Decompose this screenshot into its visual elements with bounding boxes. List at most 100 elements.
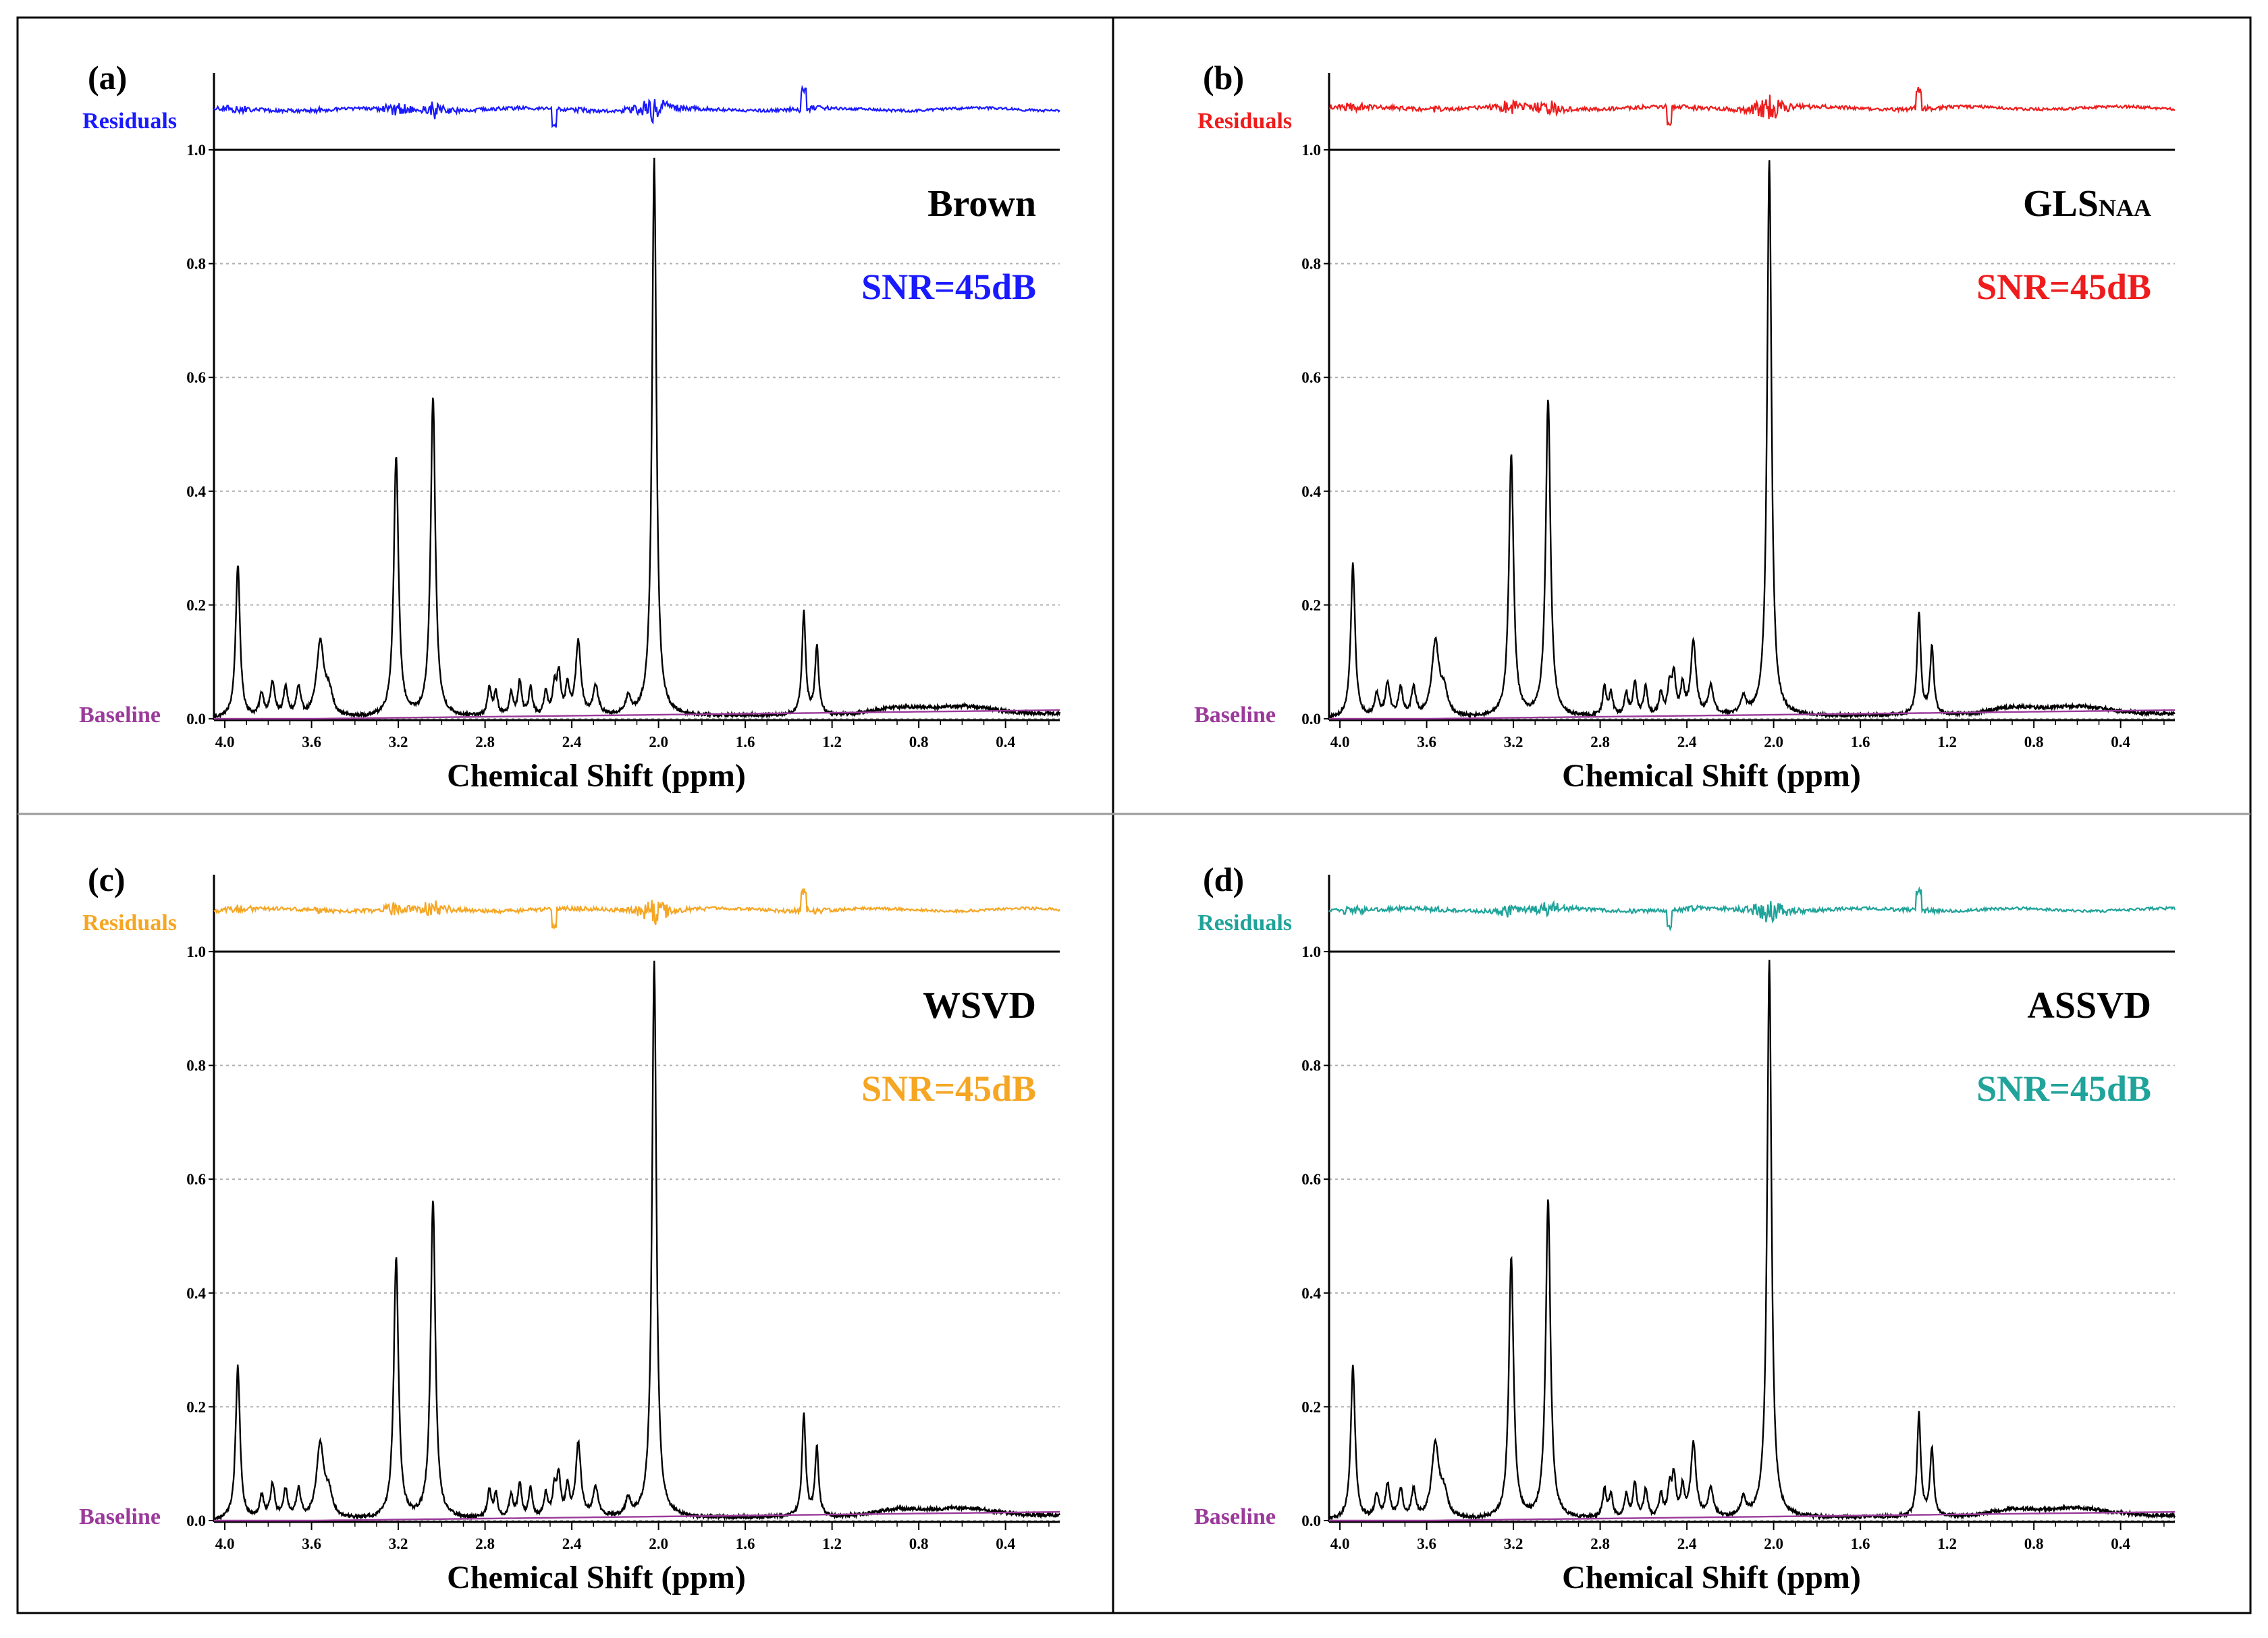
- x-tick-label: 3.2: [389, 734, 408, 750]
- method-name: GLS: [2023, 183, 2099, 225]
- x-tick-label: 2.8: [1590, 1535, 1610, 1552]
- x-tick-label: 2.0: [649, 1535, 668, 1552]
- spectrum-line: [1328, 959, 2176, 1521]
- panel-letter: (a): [88, 59, 127, 97]
- x-tick-label: 2.4: [1677, 734, 1697, 750]
- method-label: WSVD: [923, 985, 1036, 1027]
- panel-d: 0.0 0.2 0.4 0.6 0.8 1.0 4.0 3.6 3.2 2.8 2.4 2.0 1.6 1…: [1194, 861, 2176, 1595]
- residuals-label: Residuals: [82, 109, 177, 134]
- x-tick-label: 0.8: [2024, 734, 2044, 750]
- residuals-line: [213, 84, 1060, 128]
- x-tick-label: 4.0: [1330, 734, 1350, 750]
- residuals-line: [1328, 886, 2176, 932]
- baseline-label: Baseline: [79, 703, 161, 728]
- snr-label: SNR=45dB: [861, 1068, 1036, 1109]
- spectrum-line: [213, 157, 1061, 721]
- y-tick-label: 0.8: [186, 256, 206, 273]
- baseline-line: [1329, 709, 2176, 720]
- x-tick-label: 3.2: [389, 1535, 408, 1552]
- x-tick-label: 0.4: [2111, 734, 2130, 750]
- y-tick-label: 0.2: [1301, 1398, 1321, 1415]
- x-tick-label: 3.6: [302, 1535, 321, 1552]
- x-tick-label: 1.2: [1937, 734, 1957, 750]
- y-tick-label: 0.6: [1301, 1171, 1321, 1188]
- method-name: Brown: [927, 183, 1036, 225]
- x-tick-label: 3.2: [1504, 1535, 1523, 1552]
- y-tick-label: 0.0: [186, 711, 206, 728]
- residuals-label: Residuals: [82, 910, 177, 935]
- x-axis-title: Chemical Shift (ppm): [1562, 1560, 1861, 1595]
- y-tick-label: 0.4: [1301, 483, 1321, 500]
- panels: 0.0 0.2 0.4 0.6 0.8 1.0 4.0 3.6 3.2 2.8 2.4 2.0 1.6 1…: [79, 59, 2176, 1595]
- y-tick-label: 0.6: [186, 1171, 206, 1188]
- x-tick-label: 2.4: [562, 734, 582, 750]
- x-axis-title: Chemical Shift (ppm): [447, 758, 746, 794]
- x-tick-label: 2.0: [1764, 734, 1783, 750]
- method-name: ASSVD: [2027, 985, 2151, 1027]
- y-tick-label: 0.4: [186, 1285, 206, 1302]
- y-tick-label: 1.0: [186, 142, 206, 159]
- residuals-line: [213, 888, 1060, 930]
- y-tick-label: 0.0: [1301, 711, 1321, 728]
- y-tick-label: 0.0: [186, 1512, 206, 1529]
- panel-letter: (b): [1203, 59, 1244, 97]
- x-tick-label: 2.0: [649, 734, 668, 750]
- y-tick-label: 0.4: [186, 483, 206, 500]
- x-tick-label: 2.4: [562, 1535, 582, 1552]
- x-tick-label: 3.6: [1417, 734, 1436, 750]
- baseline-label: Baseline: [1194, 1504, 1276, 1529]
- x-tick-label: 1.6: [736, 1535, 755, 1552]
- y-tick-label: 1.0: [186, 944, 206, 960]
- x-tick-label: 0.4: [2111, 1535, 2130, 1552]
- x-tick-label: 4.0: [1330, 1535, 1350, 1552]
- y-tick-label: 0.2: [186, 1398, 206, 1415]
- x-tick-label: 1.6: [736, 734, 755, 750]
- x-tick-label: 0.4: [996, 734, 1015, 750]
- y-tick-label: 0.8: [1301, 256, 1321, 273]
- y-tick-label: 0.6: [1301, 369, 1321, 386]
- method-label: Brown: [927, 183, 1036, 225]
- panel-grid: [16, 16, 2252, 1614]
- y-tick-label: 1.0: [1301, 142, 1321, 159]
- x-tick-label: 2.8: [475, 734, 495, 750]
- residuals-label: Residuals: [1197, 109, 1292, 134]
- method-label: GLSNAA: [2023, 183, 2151, 225]
- x-tick-label: 1.6: [1851, 1535, 1870, 1552]
- x-axis-title: Chemical Shift (ppm): [1562, 758, 1861, 794]
- baseline-label: Baseline: [79, 1504, 161, 1529]
- x-tick-label: 2.8: [475, 1535, 495, 1552]
- x-tick-label: 2.4: [1677, 1535, 1697, 1552]
- x-tick-label: 4.0: [215, 1535, 235, 1552]
- x-tick-label: 2.8: [1590, 734, 1610, 750]
- method-name: WSVD: [923, 985, 1036, 1027]
- x-tick-label: 4.0: [215, 734, 235, 750]
- baseline-line: [214, 1510, 1060, 1522]
- panel-c: 0.0 0.2 0.4 0.6 0.8 1.0 4.0 3.6 3.2 2.8 2.4 2.0 1.6 1…: [79, 861, 1061, 1595]
- x-tick-label: 0.4: [996, 1535, 1015, 1552]
- snr-label: SNR=45dB: [861, 267, 1036, 307]
- x-axis-title: Chemical Shift (ppm): [447, 1560, 746, 1595]
- baseline-label: Baseline: [1194, 703, 1276, 728]
- panel-letter: (c): [88, 861, 126, 898]
- y-tick-label: 0.8: [186, 1058, 206, 1074]
- x-tick-label: 2.0: [1764, 1535, 1783, 1552]
- y-tick-label: 1.0: [1301, 944, 1321, 960]
- y-tick-label: 0.6: [186, 369, 206, 386]
- outer-frame: [16, 16, 2252, 1614]
- residuals-label: Residuals: [1197, 910, 1292, 935]
- residuals-line: [1328, 86, 2175, 126]
- snr-label: SNR=45dB: [1976, 1068, 2151, 1109]
- y-tick-label: 0.8: [1301, 1058, 1321, 1074]
- x-tick-label: 3.2: [1504, 734, 1523, 750]
- spectrum-line: [213, 960, 1061, 1522]
- panel-a: 0.0 0.2 0.4 0.6 0.8 1.0 4.0 3.6 3.2 2.8 2.4 2.0 1.6 1…: [79, 59, 1061, 794]
- method-subscript: NAA: [2099, 194, 2151, 221]
- method-label: ASSVD: [2027, 985, 2151, 1027]
- panel-b: 0.0 0.2 0.4 0.6 0.8 1.0 4.0 3.6 3.2 2.8 2.4 2.0 1.6 1…: [1194, 59, 2176, 794]
- baseline-line: [1329, 1510, 2176, 1522]
- panel-letter: (d): [1203, 861, 1244, 898]
- y-tick-label: 0.2: [186, 597, 206, 613]
- x-tick-label: 1.2: [822, 734, 842, 750]
